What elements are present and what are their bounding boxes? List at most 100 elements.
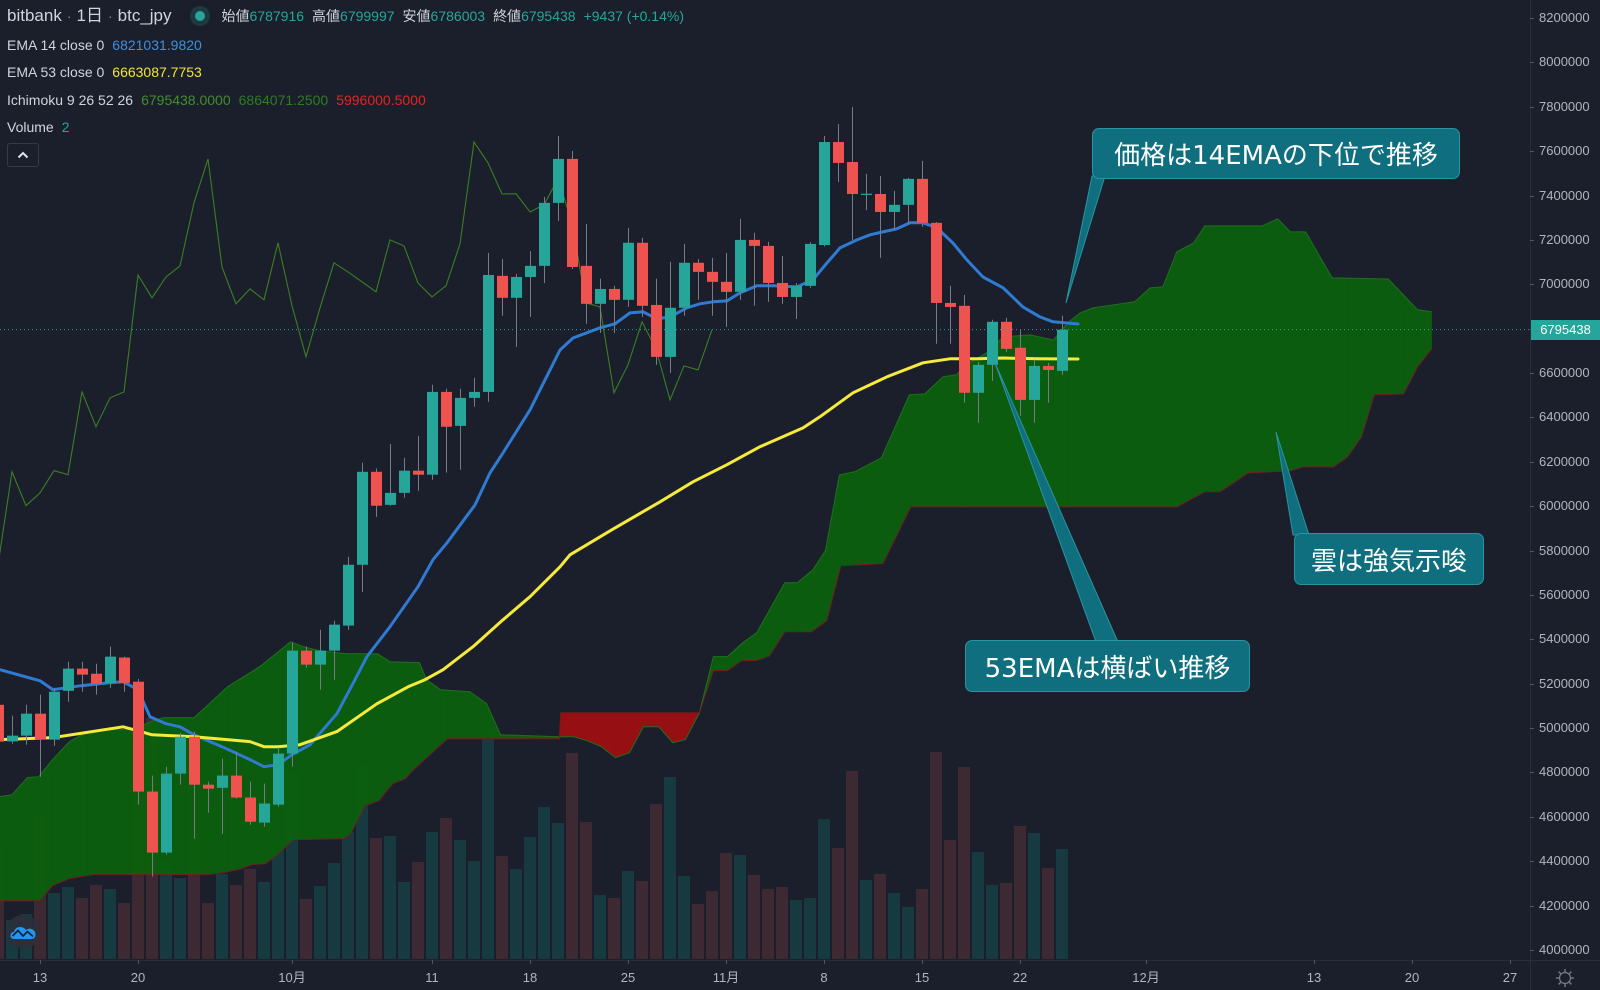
candle[interactable] [357, 462, 368, 592]
candle[interactable] [133, 678, 144, 805]
indicator-name[interactable]: EMA 53 close 0 [7, 64, 105, 80]
candle[interactable] [875, 175, 886, 258]
candle[interactable] [203, 781, 214, 813]
candle[interactable] [581, 223, 592, 324]
candle[interactable] [553, 136, 564, 221]
candle[interactable] [245, 781, 256, 825]
symbol-name[interactable]: btc_jpy [117, 6, 172, 25]
candle[interactable] [861, 173, 872, 210]
candle[interactable] [791, 282, 802, 319]
collapse-legend-button[interactable] [7, 143, 39, 167]
brand-logo-icon[interactable] [6, 915, 40, 949]
candle[interactable] [329, 620, 340, 680]
candle[interactable] [301, 646, 312, 668]
indicator-name[interactable]: Volume [7, 119, 54, 135]
candle[interactable] [77, 661, 88, 692]
indicator-legend-volume[interactable]: Volume 2 [7, 118, 70, 136]
candle[interactable] [175, 732, 186, 785]
candle[interactable] [707, 257, 718, 316]
candle[interactable] [91, 663, 102, 695]
candle[interactable] [427, 384, 438, 480]
candle[interactable] [749, 232, 760, 306]
candle[interactable] [63, 661, 74, 702]
volume-bar [538, 807, 550, 959]
time-axis-label: 15 [914, 970, 930, 985]
candle[interactable] [945, 285, 956, 344]
annotation-callout-ema14[interactable]: 価格は14EMAの下位で推移 [1092, 128, 1460, 179]
candle[interactable] [693, 258, 704, 300]
indicator-legend-ema14[interactable]: EMA 14 close 0 6821031.9820 [7, 36, 202, 54]
candle[interactable] [413, 435, 424, 491]
ema53-line[interactable] [0, 356, 1080, 749]
candle[interactable] [595, 278, 606, 333]
annotation-callout-cloud[interactable]: 雲は強気示唆 [1294, 533, 1484, 585]
candle[interactable] [287, 642, 298, 767]
candle[interactable] [847, 106, 858, 240]
candle[interactable] [161, 766, 172, 855]
candle[interactable] [609, 285, 620, 333]
gear-icon[interactable] [1555, 968, 1575, 988]
candle[interactable] [665, 261, 676, 373]
candle[interactable] [679, 243, 690, 316]
indicator-name[interactable]: EMA 14 close 0 [7, 37, 105, 53]
candle[interactable] [105, 646, 116, 688]
candle[interactable] [763, 241, 774, 302]
candle[interactable] [1029, 359, 1040, 423]
candle[interactable] [651, 278, 662, 365]
candle[interactable] [1043, 362, 1054, 403]
candle[interactable] [623, 227, 634, 307]
candle[interactable] [371, 468, 382, 517]
candle[interactable] [805, 242, 816, 288]
candle[interactable] [819, 136, 830, 247]
candle[interactable] [1015, 329, 1026, 416]
indicator-name[interactable]: Ichimoku 9 26 52 26 [7, 92, 134, 108]
candle[interactable] [441, 388, 452, 473]
candle[interactable] [637, 237, 648, 317]
candle[interactable] [217, 758, 228, 834]
exchange-name[interactable]: bitbank [7, 6, 62, 25]
candle[interactable] [343, 556, 354, 630]
candle[interactable] [49, 687, 60, 746]
indicator-legend-ichimoku[interactable]: Ichimoku 9 26 52 26 6795438.0000 6864071… [7, 91, 426, 109]
candle[interactable] [35, 694, 46, 777]
annotation-callout-ema53[interactable]: 53EMAは横ばい推移 [965, 640, 1250, 692]
candle[interactable] [567, 150, 578, 269]
candle[interactable] [385, 443, 396, 506]
interval[interactable]: 1日 [76, 6, 103, 25]
candle[interactable] [231, 751, 242, 799]
candle[interactable] [917, 160, 928, 227]
market-status-icon[interactable] [189, 6, 210, 26]
candle[interactable] [7, 715, 18, 744]
candle[interactable] [833, 124, 844, 182]
candle[interactable] [21, 704, 32, 745]
plot-area[interactable] [0, 106, 1530, 959]
candle[interactable] [889, 190, 900, 230]
candle[interactable] [511, 273, 522, 347]
candle[interactable] [959, 294, 970, 403]
candle[interactable] [455, 388, 466, 470]
candle[interactable] [497, 258, 508, 316]
candle[interactable] [119, 656, 130, 692]
candle[interactable] [147, 775, 158, 877]
candle[interactable] [931, 222, 942, 344]
candle[interactable] [735, 218, 746, 300]
candle[interactable] [525, 251, 536, 317]
candle[interactable] [903, 177, 914, 225]
candle[interactable] [973, 361, 984, 423]
candle[interactable] [1001, 317, 1012, 352]
candle[interactable] [539, 196, 550, 283]
volume-bar [832, 848, 844, 959]
candle[interactable] [777, 255, 788, 304]
indicator-legend-ema53[interactable]: EMA 53 close 0 6663087.7753 [7, 63, 202, 81]
candle[interactable] [469, 377, 480, 407]
candle[interactable] [189, 731, 200, 839]
candle[interactable] [315, 629, 326, 690]
candle[interactable] [483, 252, 494, 402]
candle[interactable] [273, 747, 284, 807]
candle[interactable] [721, 252, 732, 327]
candle[interactable] [0, 701, 4, 743]
candle[interactable] [259, 783, 270, 827]
candle[interactable] [1057, 315, 1068, 375]
candle[interactable] [399, 457, 410, 498]
